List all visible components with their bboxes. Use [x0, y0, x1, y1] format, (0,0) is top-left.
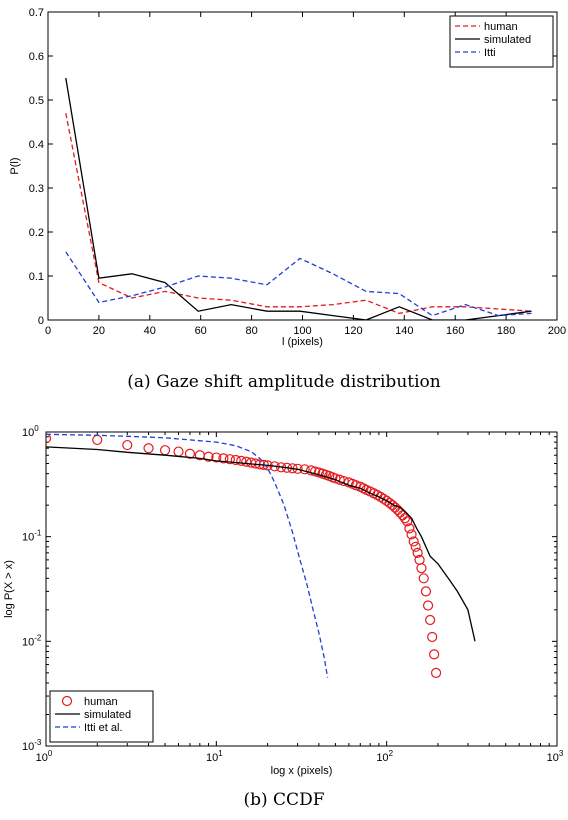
chart-a-legend-box — [449, 15, 554, 68]
chart-a-series-human-line — [65, 113, 532, 315]
chart-a-legend-label: Itti — [484, 47, 496, 59]
chart-b-series-human-point — [305, 465, 317, 476]
chart-b-series-human-point — [184, 448, 196, 459]
chart-b-series-human-point — [406, 529, 417, 540]
chart-a-series-group — [65, 77, 532, 320]
chart-b-xtick-base: 10 — [376, 752, 388, 764]
chart-b-ytick-base: 10 — [22, 741, 34, 753]
chart-b-series-human-point — [404, 523, 415, 534]
chart-b-ytick-label: 10-1 — [22, 529, 42, 544]
chart-b-xtick-label: 100 — [36, 749, 53, 764]
chart-a-xtick-label: 180 — [497, 325, 515, 337]
chart-b-ytick-exp: -1 — [34, 529, 42, 538]
chart-b-ytick-label: 100 — [22, 424, 39, 439]
chart-b-series-group — [46, 433, 476, 678]
chart-b-xtick-exp: 3 — [559, 749, 564, 758]
chart-a-ytick-label: 0 — [38, 315, 44, 327]
chart-a-caption: (a) Gaze shift amplitude distribution — [127, 372, 441, 392]
chart-b-legend-label: human — [84, 696, 118, 708]
chart-b-series-human-point — [399, 513, 411, 524]
chart-b-series-human-point — [224, 454, 235, 465]
chart-b-ytick-exp: -3 — [34, 738, 42, 747]
chart-b-xtick-exp: 1 — [218, 749, 223, 758]
chart-a-ytick-label: 0.6 — [29, 51, 44, 63]
chart-b-series-human-point — [430, 667, 442, 678]
chart-a-xtick-label: 0 — [45, 325, 51, 337]
chart-b-xtick-label: 101 — [206, 749, 223, 764]
chart-a-xtick-label: 100 — [293, 325, 311, 337]
chart-a-legend-label: human — [484, 21, 518, 33]
chart-b-ytick-exp: -2 — [34, 633, 42, 642]
chart-a-ytick-label: 0.3 — [29, 183, 44, 195]
chart-b-series-human-point — [429, 649, 440, 660]
chart-a-xtick-label: 80 — [245, 325, 257, 337]
chart-b-series-human-point — [402, 516, 413, 527]
chart-a-legend-label: simulated — [484, 34, 531, 46]
chart-b-series-human-point — [420, 586, 432, 597]
chart-a-series-simulated-line — [65, 77, 532, 320]
chart-b-series-human-point — [416, 563, 427, 574]
chart-a-xtick-label: 20 — [93, 325, 105, 337]
chart-b-xlabel: log x (pixels) — [271, 765, 333, 777]
chart-b-legend-marker — [61, 695, 73, 707]
chart-b-series-human-point — [410, 541, 421, 552]
chart-b-legend-box — [49, 690, 154, 743]
chart-b-series-human-point — [412, 547, 423, 558]
chart-a-ytick-label: 0.5 — [29, 95, 44, 107]
chart-b-series-human-point — [122, 439, 133, 451]
chart-b-ytick-base: 10 — [22, 636, 34, 648]
chart-a-xtick-label: 200 — [548, 325, 566, 337]
chart-a-xlabel: l (pixels) — [282, 336, 323, 348]
chart-b-xtick-label: 103 — [547, 749, 564, 764]
chart-b-series-human-point — [218, 453, 229, 464]
chart-b-xtick-exp: 2 — [389, 749, 394, 758]
chart-b-series-human-point — [46, 433, 52, 444]
chart-b-series-simulated-line — [46, 446, 476, 642]
chart-b-xtick-base: 10 — [36, 752, 48, 764]
chart-b-xtick-exp: 0 — [48, 749, 53, 758]
chart-b-series-human-point — [203, 451, 214, 462]
chart-b-legend-label: Itti et al. — [84, 722, 123, 734]
chart-a-ytick-label: 0.4 — [29, 139, 44, 151]
chart-a-ytick-label: 0.2 — [29, 227, 44, 239]
chart-b-xtick-base: 10 — [547, 752, 559, 764]
chart-b-ytick-exp: 0 — [34, 424, 39, 433]
chart-a-plot: 0 20 40 60 80 100 120 140 160 180 200 0 0.1 0.2 0.3 0.4… — [9, 7, 566, 348]
chart-b-series-human-point — [230, 454, 241, 466]
chart-a-ytick-label: 0.7 — [29, 7, 44, 19]
chart-b-series-human-point — [418, 573, 429, 584]
chart-b-series-human-point — [236, 455, 247, 466]
chart-b-legend-label: simulated — [84, 709, 131, 721]
chart-a-xtick-label: 40 — [144, 325, 156, 337]
chart-b-ytick-label: 10-3 — [22, 738, 42, 753]
chart-a-xtick-label: 120 — [344, 325, 362, 337]
chart-a-xtick-label: 160 — [446, 325, 464, 337]
chart-a-ytick-label: 0.1 — [29, 271, 44, 283]
chart-b-xtick-label: 102 — [376, 749, 393, 764]
chart-a-xtick-label: 60 — [195, 325, 207, 337]
chart-b-series-human-point — [408, 536, 419, 547]
chart-b-caption: (b) CCDF — [243, 790, 325, 810]
chart-b-ytick-base: 10 — [22, 427, 34, 439]
chart-a-ylabel: P(l) — [9, 157, 21, 174]
chart-b-series-human-point — [422, 600, 434, 611]
chart-b-ytick-label: 10-2 — [22, 633, 42, 648]
chart-b-xtick-base: 10 — [206, 752, 218, 764]
chart-a-series-itti-line — [65, 251, 532, 317]
chart-b-series-human-point — [427, 631, 438, 643]
chart-b-series-human-point — [211, 452, 222, 463]
chart-a-xtick-label: 140 — [395, 325, 413, 337]
chart-b-ytick-base: 10 — [22, 532, 34, 544]
chart-b-series-itti-et-al-line — [46, 433, 329, 678]
chart-b-ylabel: log P(X > x) — [3, 560, 15, 618]
chart-b-series-human-point — [143, 443, 154, 454]
chart-b-series-human-point — [425, 614, 436, 626]
